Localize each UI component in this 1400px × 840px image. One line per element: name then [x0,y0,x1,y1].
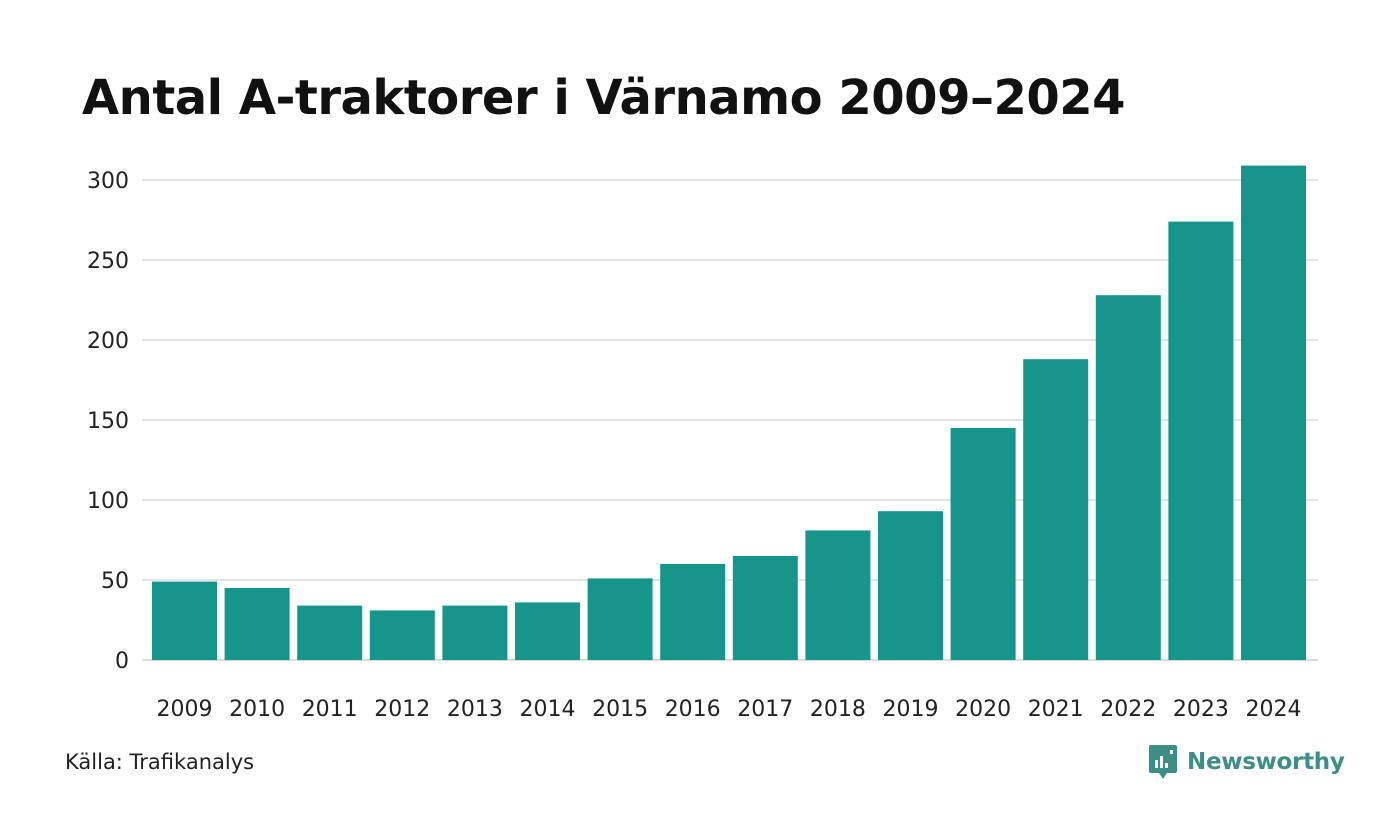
x-tick-label: 2013 [447,697,503,722]
bars [152,165,1306,660]
bar-2017 [732,556,798,660]
x-tick-label: 2021 [1028,697,1084,722]
y-tick-label: 300 [87,169,129,194]
y-tick-label: 0 [115,649,129,674]
x-tick-label: 2015 [592,697,648,722]
bar-2018 [805,530,871,660]
bar-2013 [442,605,508,660]
x-tick-label: 2022 [1100,697,1156,722]
x-tick-label: 2018 [810,697,866,722]
x-tick-label: 2012 [374,697,430,722]
chart-title: Antal A-traktorer i Värnamo 2009–2024 [82,70,1126,126]
x-tick-label: 2020 [955,697,1011,722]
x-tick-label: 2023 [1173,697,1229,722]
x-tick-label: 2011 [302,697,358,722]
x-tick-label: 2024 [1246,697,1302,722]
bar-2021 [1023,359,1089,660]
x-tick-label: 2019 [883,697,939,722]
x-tick-label: 2014 [520,697,576,722]
brand-name: Newsworthy [1187,749,1345,775]
bar-2012 [369,610,435,660]
brand-logo: Newsworthy [1148,744,1345,780]
x-tick-label: 2009 [157,697,213,722]
newsworthy-logo-icon [1149,745,1177,779]
x-tick-label: 2016 [665,697,721,722]
y-tick-label: 100 [87,489,129,514]
x-axis-ticks: 2009 2010 2011 2012 2013 2014 2015 2016 2017 2018… [157,697,1302,722]
bar-2024 [1241,165,1306,660]
bar-2020 [950,428,1016,660]
bar-2022 [1095,295,1161,660]
y-axis-ticks: 0 50 100 150 200 250 300 [87,169,129,674]
y-tick-label: 250 [87,249,129,274]
bar-2011 [297,605,363,660]
bar-2010 [224,588,290,660]
bar-2019 [878,511,943,660]
bar-2015 [587,578,653,660]
bar-2009 [152,581,217,660]
bar-2023 [1168,221,1234,660]
source-note: Källa: Trafikanalys [65,750,255,774]
x-tick-label: 2017 [737,697,793,722]
bar-2016 [660,564,726,660]
x-tick-label: 2010 [229,697,285,722]
y-tick-label: 50 [101,569,129,594]
bar-2014 [515,602,580,660]
y-tick-label: 200 [87,329,129,354]
y-tick-label: 150 [87,409,129,434]
